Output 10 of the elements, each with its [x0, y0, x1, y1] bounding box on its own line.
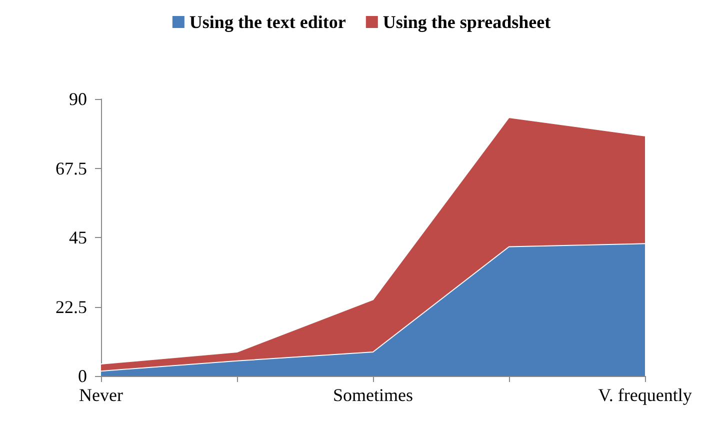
legend-label: Using the text editor	[189, 12, 346, 32]
x-tick-label: Never	[79, 385, 123, 405]
x-tick-label: V. frequently	[598, 385, 692, 405]
legend-label: Using the spreadsheet	[382, 12, 551, 32]
y-tick-label: 22.5	[56, 296, 87, 317]
y-tick-label: 67.5	[56, 158, 87, 178]
y-tick-label: 45	[69, 228, 87, 248]
y-tick-label: 90	[69, 89, 87, 109]
y-tick-label: 0	[78, 366, 87, 386]
x-tick-label: Sometimes	[333, 385, 413, 405]
